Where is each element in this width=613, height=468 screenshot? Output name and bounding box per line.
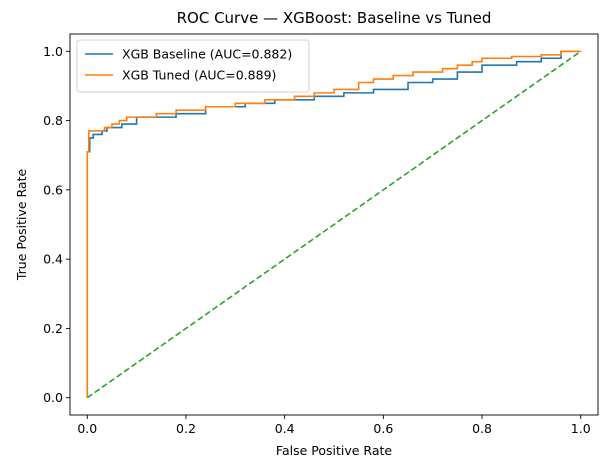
x-tick-label: 0.8 <box>472 421 492 436</box>
x-tick-label: 0.2 <box>176 421 196 436</box>
legend-label: XGB Tuned (AUC=0.889) <box>122 68 276 83</box>
x-axis-title: False Positive Rate <box>276 443 392 458</box>
x-tick-label: 0.0 <box>77 421 97 436</box>
legend-label: XGB Baseline (AUC=0.882) <box>122 47 292 62</box>
chart-title: ROC Curve — XGBoost: Baseline vs Tuned <box>177 9 492 27</box>
axes-layer: 0.0 0.2 0.4 0.6 0.8 1.0 0.0 0.2 0.4 0.6 0.8 1.0 <box>43 33 599 436</box>
y-tick-label: 0.8 <box>43 113 63 128</box>
legend-box <box>76 39 310 93</box>
x-tick-label: 0.6 <box>373 421 393 436</box>
y-tick-label: 0.4 <box>43 252 63 267</box>
legend: XGB Baseline (AUC=0.882) XGB Tuned (AUC=0… <box>76 39 310 93</box>
y-tick-label: 0.0 <box>43 390 63 405</box>
y-axis-title: True Positive Rate <box>14 169 29 282</box>
y-tick-label: 0.6 <box>43 182 63 197</box>
y-tick-label: 0.2 <box>43 321 63 336</box>
chance-diagonal-line <box>86 50 582 399</box>
axes-frame <box>69 33 599 416</box>
x-tick-label: 1.0 <box>571 421 591 436</box>
series-line-2 <box>86 50 581 398</box>
y-tick-label: 1.0 <box>43 44 63 59</box>
series-layer <box>86 50 582 399</box>
x-tick-label: 0.4 <box>275 421 295 436</box>
